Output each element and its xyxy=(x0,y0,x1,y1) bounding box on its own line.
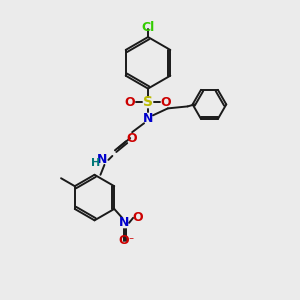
Text: N: N xyxy=(97,153,108,167)
Text: O: O xyxy=(160,96,171,109)
Text: S: S xyxy=(143,95,153,110)
Text: O: O xyxy=(127,132,137,145)
Text: H: H xyxy=(91,158,100,168)
Text: N: N xyxy=(143,112,153,125)
Text: Cl: Cl xyxy=(141,21,154,34)
Text: O: O xyxy=(133,212,143,224)
Text: ⁻: ⁻ xyxy=(128,236,134,246)
Text: O: O xyxy=(125,96,136,109)
Text: N: N xyxy=(119,216,129,229)
Text: O: O xyxy=(119,234,130,247)
